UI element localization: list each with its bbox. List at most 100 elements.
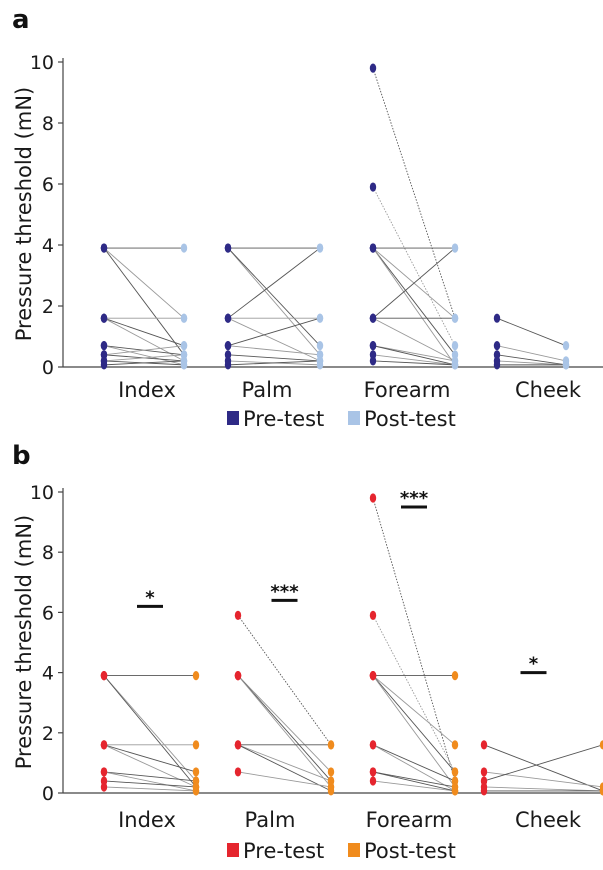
pair-line [103, 675, 197, 782]
pre-test-point [369, 740, 377, 750]
post-test-point [451, 341, 459, 351]
post-test-point [451, 313, 459, 323]
pair-line [103, 247, 185, 319]
post-test-point [180, 341, 188, 351]
post-test-point [316, 243, 324, 253]
pair-line [372, 497, 456, 782]
pre-test-point [100, 360, 108, 370]
pair-line [227, 360, 321, 366]
pre-test-point [100, 740, 108, 750]
post-test-point [599, 740, 603, 750]
category-label: Index [118, 378, 176, 402]
pair-line [227, 317, 321, 347]
pair-line [483, 771, 603, 788]
pair-line [227, 354, 321, 362]
pair-line [103, 675, 197, 788]
post-test-point [192, 767, 200, 777]
panel-letter: b [12, 441, 31, 471]
pre-test-point [369, 493, 377, 503]
pair-line [372, 780, 456, 792]
category-label: Cheek [515, 378, 582, 402]
pre-test-point [493, 313, 501, 323]
pair-line [237, 675, 332, 788]
pair-line [483, 744, 603, 782]
pair-line [237, 771, 332, 788]
pair-line [103, 345, 185, 366]
y-axis-label: Pressure threshold (mN) [12, 87, 36, 341]
pre-test-point [369, 356, 377, 366]
pair-line [372, 67, 456, 319]
legend-swatch [227, 843, 239, 857]
pair-line [372, 675, 456, 788]
pair-line [372, 247, 456, 319]
pre-test-point [100, 341, 108, 351]
legend-swatch [227, 411, 239, 425]
pair-line [483, 786, 603, 792]
pair-line [103, 771, 197, 792]
pair-line [372, 247, 456, 356]
pair-line [227, 317, 321, 362]
y-tick-label: 2 [42, 296, 54, 318]
y-tick-label: 4 [42, 663, 54, 685]
pre-test-point [100, 671, 108, 681]
y-tick-label: 6 [42, 174, 54, 196]
post-test-point [451, 360, 459, 370]
pre-test-point [369, 182, 377, 192]
pair-line [372, 771, 456, 788]
panel-b: b Pressure threshold (mN) 0 2 4 6 8 10 Index Palm… [12, 441, 603, 863]
pre-test-point [100, 313, 108, 323]
pre-test-point [369, 767, 377, 777]
panel-a: a Pressure threshold (mN) 0 2 4 6 8 10 Index Palm… [12, 5, 603, 431]
post-test-point [316, 313, 324, 323]
pair-line [372, 771, 456, 792]
pair-line [372, 345, 456, 362]
pre-test-point [224, 313, 232, 323]
pre-test-point [234, 671, 242, 681]
pre-test-point [480, 740, 488, 750]
significance-label: *** [270, 581, 299, 602]
y-tick-label: 8 [42, 113, 54, 135]
post-test-point [316, 341, 324, 351]
post-test-point [327, 740, 335, 750]
pre-test-point [369, 313, 377, 323]
pair-line [496, 354, 567, 366]
post-test-point [316, 356, 324, 366]
legend-label: Post-test [364, 407, 456, 431]
pair-line [103, 360, 185, 366]
pre-test-point [369, 776, 377, 786]
post-test-point [180, 243, 188, 253]
post-test-point [451, 671, 459, 681]
post-test-point [192, 671, 200, 681]
pair-line [372, 744, 456, 782]
pair-line [103, 345, 185, 356]
pre-test-point [234, 740, 242, 750]
pair-line [103, 744, 197, 773]
pre-test-point [224, 243, 232, 253]
pre-test-point [493, 360, 501, 370]
pair-line [496, 360, 567, 366]
post-test-point [451, 786, 459, 796]
pair-line [237, 675, 332, 773]
pre-test-point [234, 767, 242, 777]
pair-line [103, 354, 185, 362]
legend-swatch [348, 411, 360, 425]
post-test-point [562, 341, 570, 351]
y-tick-label: 10 [30, 482, 54, 504]
post-test-point [599, 786, 603, 796]
pre-test-point [234, 610, 242, 621]
pair-line [372, 744, 456, 792]
pair-line [227, 247, 321, 346]
category-label: Forearm [366, 808, 453, 832]
y-tick-label: 6 [42, 602, 54, 624]
pair-line [372, 317, 456, 362]
pair-line [227, 247, 321, 356]
pair-line [372, 354, 456, 366]
category-label: Palm [245, 808, 296, 832]
post-test-point [562, 360, 570, 370]
y-tick-label: 10 [30, 52, 54, 74]
pre-test-point [224, 360, 232, 370]
y-tick-label: 2 [42, 723, 54, 745]
pre-test-point [100, 767, 108, 777]
pair-line [103, 771, 197, 782]
